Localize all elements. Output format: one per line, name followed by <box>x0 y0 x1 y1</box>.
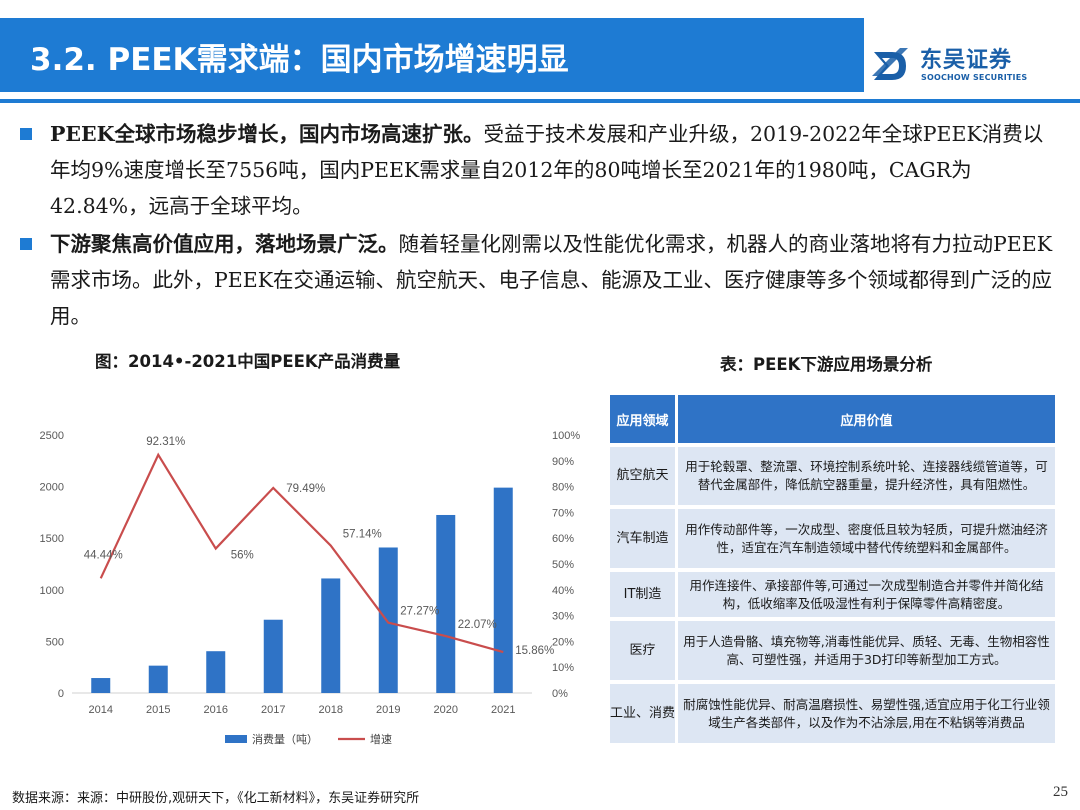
y-left-tick-label: 1000 <box>40 585 64 597</box>
table-row: IT制造 用作连接件、承接部件等,可通过一次成型制造合并零件并简化结构，低收缩率… <box>610 572 1058 617</box>
y-left-tick-label: 500 <box>46 636 64 648</box>
line-data-label: 22.07% <box>458 619 497 631</box>
y-right-tick-label: 50% <box>552 559 574 571</box>
bullet-item: 下游聚焦高价值应用，落地场景广泛。随着轻量化刚需以及性能优化需求，机器人的商业落… <box>18 226 1063 334</box>
y-right-tick-label: 0% <box>552 688 568 700</box>
bullet-heading: 下游聚焦高价值应用，落地场景广泛。 <box>50 232 399 256</box>
x-tick-label: 2020 <box>434 704 458 716</box>
y-right-tick-label: 100% <box>552 430 580 442</box>
chart-title: 图：2014•-2021中国PEEK产品消费量 <box>95 352 401 371</box>
bullet-heading: PEEK全球市场稳步增长，国内市场高速扩张。 <box>50 122 484 146</box>
x-tick-label: 2014 <box>89 704 113 716</box>
title-bar: 3.2. PEEK需求端：国内市场增速明显 <box>0 18 864 92</box>
source-note: 数据来源：来源：中研股份,观研天下，《化工新材料》，东吴证券研究所 <box>12 791 420 806</box>
x-tick-label: 2021 <box>491 704 515 716</box>
line-data-label: 56% <box>231 550 254 562</box>
column-header-value: 应用价值 <box>678 395 1058 443</box>
page-number: 25 <box>1053 784 1068 800</box>
y-left-tick-label: 0 <box>58 688 64 700</box>
line-data-label: 79.49% <box>286 483 325 495</box>
bullet-square-icon <box>20 238 32 250</box>
legend-bar-swatch <box>225 735 247 743</box>
soochow-logo-icon <box>872 48 908 80</box>
value-cell: 用于人造骨骼、填充物等,消毒性能优异、质轻、无毒、生物相容性高、可塑性强，并适用… <box>678 621 1058 680</box>
y-right-tick-label: 30% <box>552 611 574 623</box>
y-right-tick-label: 60% <box>552 533 574 545</box>
company-logo: 东吴证券 SOOCHOW SECURITIES <box>870 42 1070 92</box>
bar <box>493 487 513 693</box>
consumption-chart: 0 500 1000 1500 2000 2500 0% 10% 20% 30% 40% 50% 60%… <box>40 430 581 746</box>
value-cell: 耐腐蚀性能优异、耐高温磨损性、易塑性强,适宜应用于化工行业领域生产各类部件，以及… <box>678 684 1058 743</box>
table-row: 医疗 用于人造骨骼、填充物等,消毒性能优异、质轻、无毒、生物相容性高、可塑性强，… <box>610 621 1058 680</box>
x-tick-label: 2019 <box>376 704 400 716</box>
y-left-tick-label: 2000 <box>40 482 64 494</box>
bar <box>263 619 283 693</box>
line-data-label: 44.44% <box>84 549 123 561</box>
table-title: 表：PEEK下游应用场景分析 <box>720 355 933 374</box>
table-header-row: 应用领域 应用价值 <box>610 395 1058 443</box>
table-row: 工业、消费 耐腐蚀性能优异、耐高温磨损性、易塑性强,适宜应用于化工行业领域生产各… <box>610 684 1058 743</box>
bullet-list: PEEK全球市场稳步增长，国内市场高速扩张。受益于技术发展和产业升级，2019-… <box>18 116 1063 336</box>
application-table: 应用领域 应用价值 航空航天 用于轮毂罩、整流罩、环境控制系统叶轮、连接器线缆管… <box>610 391 1058 747</box>
domain-cell: 工业、消费 <box>610 684 678 743</box>
bullet-text: 随着轻量化刚需以及性能优化需求，机器人的商业落地将有力拉动PEEK需求市场。此外… <box>50 232 1053 328</box>
column-header-domain: 应用领域 <box>610 395 678 443</box>
domain-cell: 航空航天 <box>610 447 678 505</box>
table-row: 航空航天 用于轮毂罩、整流罩、环境控制系统叶轮、连接器线缆管道等，可替代金属部件… <box>610 447 1058 505</box>
bar <box>206 651 226 693</box>
legend-line-label: 增速 <box>370 732 392 746</box>
logo-cn-text: 东吴证券 <box>920 48 1013 73</box>
x-tick-label: 2016 <box>204 704 228 716</box>
domain-cell: IT制造 <box>610 572 678 617</box>
bar <box>378 547 398 693</box>
y-right-tick-label: 10% <box>552 662 574 674</box>
growth-line <box>99 452 504 654</box>
x-tick-label: 2017 <box>261 704 285 716</box>
legend-bar-label: 消费量（吨） <box>252 732 318 746</box>
y-right-tick-label: 20% <box>552 636 574 648</box>
bar <box>321 578 341 693</box>
domain-cell: 汽车制造 <box>610 509 678 568</box>
line-data-label: 92.31% <box>146 436 185 448</box>
x-tick-label: 2015 <box>146 704 170 716</box>
bullet-item: PEEK全球市场稳步增长，国内市场高速扩张。受益于技术发展和产业升级，2019-… <box>18 116 1063 224</box>
value-cell: 用于轮毂罩、整流罩、环境控制系统叶轮、连接器线缆管道等，可替代金属部件，降低航空… <box>678 447 1058 505</box>
table-row: 汽车制造 用作传动部件等，一次成型、密度低且较为轻质，可提升燃油经济性，适宜在汽… <box>610 509 1058 568</box>
line-data-label: 57.14% <box>343 529 382 541</box>
value-cell: 用作连接件、承接部件等,可通过一次成型制造合并零件并简化结构，低收缩率及低吸湿性… <box>678 572 1058 617</box>
line-data-label: 27.27% <box>400 606 439 618</box>
y-right-tick-label: 40% <box>552 585 574 597</box>
bullet-square-icon <box>20 128 32 140</box>
logo-en-text: SOOCHOW SECURITIES <box>921 73 1028 82</box>
y-left-tick-label: 2500 <box>40 430 64 442</box>
bar <box>91 678 111 693</box>
x-tick-label: 2018 <box>319 704 343 716</box>
bullet-text: 受益于技术发展和产业升级，2019-2022年全球PEEK消费以年均9%速度增长… <box>50 122 1044 218</box>
page-title: 3.2. PEEK需求端：国内市场增速明显 <box>30 42 569 78</box>
header-divider <box>0 99 1080 103</box>
bar <box>148 665 168 693</box>
y-right-tick-label: 70% <box>552 507 574 519</box>
bar <box>436 514 456 693</box>
y-left-tick-label: 1500 <box>40 533 64 545</box>
domain-cell: 医疗 <box>610 621 678 680</box>
value-cell: 用作传动部件等，一次成型、密度低且较为轻质，可提升燃油经济性，适宜在汽车制造领域… <box>678 509 1058 568</box>
y-right-tick-label: 80% <box>552 482 574 494</box>
line-data-label: 15.86% <box>515 645 554 657</box>
y-right-tick-label: 90% <box>552 456 574 468</box>
